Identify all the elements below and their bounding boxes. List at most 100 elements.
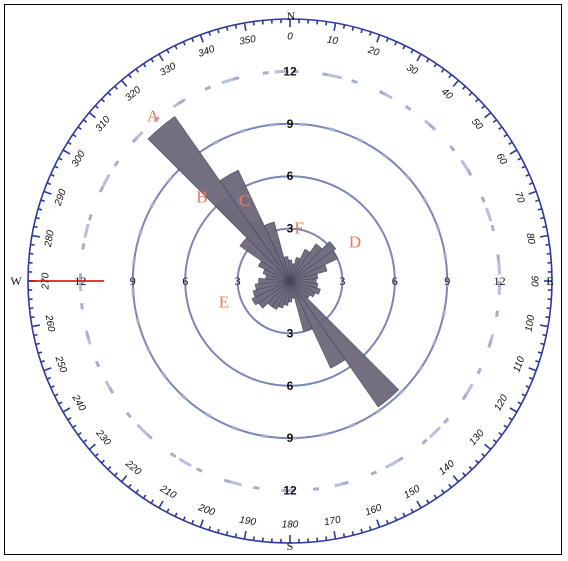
degree-tick [537, 351, 543, 354]
degree-tick [37, 208, 43, 211]
degree-tick [325, 536, 328, 541]
degree-tick [426, 499, 430, 504]
degree-label: 310 [94, 114, 113, 134]
degree-tick [191, 37, 195, 43]
degree-tick [43, 367, 52, 372]
degree-tick [492, 119, 497, 123]
degree-tick [484, 443, 492, 451]
radial-label-s-9: 9 [287, 431, 294, 445]
degree-tick [542, 333, 547, 337]
degree-tick [120, 79, 128, 87]
degree-tick [535, 359, 540, 363]
degree-tick [50, 173, 55, 177]
degree-tick [46, 376, 52, 380]
degree-label: 150 [402, 483, 422, 501]
degree-label: 340 [197, 44, 217, 60]
degree-tick [208, 526, 212, 531]
degree-tick [525, 173, 530, 177]
degree-tick [503, 133, 508, 138]
petal-major-320 [147, 116, 291, 282]
degree-tick [433, 494, 438, 499]
degree-tick [225, 531, 229, 536]
degree-tick [492, 439, 497, 443]
degree-label: 220 [122, 458, 143, 478]
degree-tick [517, 157, 522, 161]
degree-tick [368, 31, 372, 36]
degree-tick [150, 58, 154, 63]
radial-label-e-6: 6 [392, 274, 398, 288]
degree-tick [484, 111, 492, 119]
degree-tick [128, 74, 132, 79]
radial-label-n-12: 12 [283, 64, 297, 78]
degree-label: 110 [512, 355, 528, 374]
degree-label: 70 [512, 190, 526, 205]
degree-label: 30 [404, 62, 420, 77]
degree-tick [58, 157, 63, 161]
cardinal-north: N [287, 9, 296, 23]
degree-tick [540, 216, 545, 220]
rose-petals [147, 116, 400, 408]
degree-tick [368, 526, 372, 531]
degree-tick [72, 133, 77, 138]
degree-tick [508, 141, 513, 145]
degree-tick [77, 431, 82, 436]
degree-tick [252, 536, 255, 541]
degree-tick [462, 85, 466, 90]
degree-tick [150, 499, 154, 504]
degree-tick [394, 516, 398, 521]
degree-tick [54, 393, 59, 397]
degree-tick [114, 85, 118, 90]
degree-tick [107, 91, 112, 96]
degree-tick [77, 126, 82, 131]
degree-tick [114, 472, 118, 477]
degree-tick [539, 324, 549, 328]
degree-tick [481, 453, 486, 457]
degree-tick [528, 376, 534, 380]
degree-tick [83, 119, 88, 123]
degree-tick [540, 342, 545, 346]
petal-80 [289, 273, 319, 282]
degree-tick [402, 512, 406, 517]
degree-tick [448, 483, 452, 488]
petal-major-140 [289, 280, 400, 408]
degree-tick [342, 24, 346, 29]
degree-label: 260 [43, 313, 57, 333]
degree-tick [174, 512, 178, 517]
degree-label: 80 [524, 232, 537, 245]
degree-tick [503, 424, 508, 429]
degree-tick [234, 24, 238, 29]
annotation-c: C [239, 191, 250, 210]
degree-tick [37, 351, 43, 354]
grid-ring-dash-9 [131, 122, 449, 440]
degree-tick [135, 68, 140, 73]
degree-label: 280 [43, 229, 57, 249]
degree-tick [83, 439, 88, 443]
radial-label-s-3: 3 [287, 326, 294, 340]
degree-tick [475, 459, 480, 464]
degree-label: 240 [69, 392, 88, 413]
grid-ring-6 [184, 175, 396, 387]
annotation-d: D [349, 232, 361, 251]
radial-label-e-12: 12 [494, 274, 506, 288]
degree-tick [539, 234, 549, 238]
degree-label: 160 [364, 502, 384, 518]
degree-tick [452, 475, 460, 483]
cardinal-west: W [10, 274, 22, 288]
petal-major-160 [289, 280, 313, 332]
degree-tick [528, 182, 534, 186]
degree-tick [440, 489, 445, 494]
degree-tick [30, 316, 35, 319]
degree-tick [521, 165, 526, 169]
degree-tick [542, 225, 547, 229]
degree-tick [537, 208, 543, 211]
degree-tick [243, 22, 247, 32]
degree-tick [402, 45, 406, 50]
petal-major-150 [289, 280, 346, 369]
degree-tick [535, 199, 540, 203]
degree-tick [72, 424, 77, 429]
degree-tick [468, 91, 473, 96]
degree-tick [58, 401, 63, 405]
petal-240 [251, 280, 291, 306]
degree-tick [100, 459, 105, 464]
